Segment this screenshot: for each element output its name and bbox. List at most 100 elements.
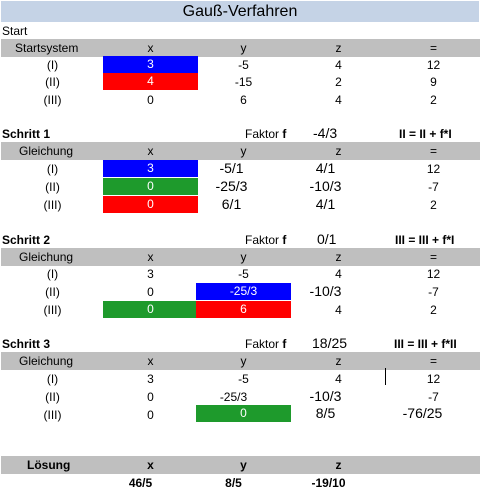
cell: 12 [426, 267, 441, 281]
cell: -15 [234, 75, 253, 89]
cell: 4/1 [315, 160, 336, 176]
step1-label: Schritt 1 [2, 127, 51, 141]
cell-highlight-green[interactable]: 0 [103, 178, 198, 195]
cell: -10/3 [309, 388, 342, 404]
header-eq: = [429, 354, 437, 368]
row-label: (II) [45, 285, 60, 299]
cell-highlight-red[interactable]: 0 [103, 196, 198, 213]
cell: -76/25 [402, 405, 443, 421]
solution-header-x: x [147, 458, 154, 472]
step1-factor-value: -4/3 [313, 125, 338, 141]
cell: 4 [335, 93, 342, 107]
solution-header-z: z [335, 458, 342, 472]
row-label: (I) [46, 372, 59, 386]
row-label: (III) [43, 93, 62, 107]
cell: 0 [147, 408, 154, 422]
row-label: (I) [46, 58, 59, 72]
cell-highlight-green[interactable]: 0 [196, 405, 291, 422]
cell-highlight-blue[interactable]: -25/3 [196, 283, 291, 300]
start-header-label: Startsystem [15, 41, 79, 55]
solution-label: Lösung [27, 458, 71, 472]
cell: 4 [335, 58, 342, 72]
header-y: y [240, 354, 247, 368]
solution-header-row [1, 456, 480, 474]
page-title: Gauß-Verfahren [1, 1, 479, 22]
step1-header-label: Gleichung [19, 144, 74, 158]
start-header-row [1, 39, 480, 57]
row-label: (I) [46, 162, 59, 176]
header-y: y [240, 250, 247, 264]
text-cursor [385, 368, 386, 385]
row-label: (III) [43, 303, 62, 317]
row-label: (II) [45, 390, 60, 404]
cell: 2 [335, 75, 342, 89]
header-z: z [335, 144, 342, 158]
step3-factor-label: Faktor f [245, 337, 287, 351]
step1-factor-label: Faktor f [245, 127, 287, 141]
step1-rule: II = II + f*I [399, 127, 452, 141]
header-z: z [335, 354, 342, 368]
cell: -10/3 [309, 283, 342, 299]
cell-highlight-red[interactable]: 4 [103, 73, 198, 90]
cell-highlight-blue[interactable]: 3 [103, 56, 198, 73]
header-z: z [335, 250, 342, 264]
cell: -5/1 [219, 160, 244, 176]
header-z: z [335, 41, 342, 55]
cell: -5 [238, 267, 249, 281]
cell: 4/1 [315, 196, 336, 212]
header-y: y [240, 41, 247, 55]
cell-highlight-red[interactable]: 6 [196, 301, 291, 318]
step2-header-label: Gleichung [19, 250, 74, 264]
cell: -5 [238, 58, 249, 72]
cell: -7 [428, 180, 439, 194]
cell: 0 [147, 285, 154, 299]
cell: 2 [430, 93, 437, 107]
header-x: x [147, 250, 154, 264]
cell: 12 [426, 162, 441, 176]
cell: 2 [430, 198, 437, 212]
cell: -25/3 [219, 390, 248, 404]
header-eq: = [429, 250, 437, 264]
cell: 4 [335, 372, 342, 386]
step3-label: Schritt 3 [2, 337, 51, 351]
step2-factor-value: 0/1 [317, 231, 337, 247]
cell: -7 [428, 285, 439, 299]
cell: 0 [147, 93, 154, 107]
cell-highlight-blue[interactable]: 3 [103, 160, 198, 177]
header-x: x [147, 354, 154, 368]
cell: 9 [430, 75, 437, 89]
solution-y: 8/5 [225, 476, 242, 490]
header-eq: = [429, 144, 437, 158]
step2-factor-label: Faktor f [245, 233, 287, 247]
start-label: Start [2, 24, 28, 38]
step3-factor-value: 18/25 [312, 335, 348, 351]
step3-header-row [1, 352, 480, 370]
header-y: y [240, 144, 247, 158]
cell: 2 [430, 303, 437, 317]
cell-highlight-green[interactable]: 0 [103, 301, 198, 318]
step3-header-label: Gleichung [19, 354, 74, 368]
cell: -7 [428, 390, 439, 404]
cell: -25/3 [215, 178, 248, 194]
cell: -10/3 [309, 178, 342, 194]
step2-rule: III = III + f*I [395, 233, 455, 247]
row-label: (III) [43, 198, 62, 212]
step1-header-row [1, 142, 480, 160]
row-label: (II) [45, 180, 60, 194]
cell: 0 [147, 390, 154, 404]
solution-z: -19/10 [311, 476, 346, 490]
cell: 12 [426, 372, 441, 386]
solution-x: 46/5 [128, 476, 153, 490]
cell: 6/1 [221, 196, 242, 212]
row-label: (II) [45, 75, 60, 89]
row-label: (I) [46, 267, 59, 281]
cell: 4 [335, 303, 342, 317]
header-x: x [147, 41, 154, 55]
step2-header-row [1, 248, 480, 266]
cell: 8/5 [315, 405, 336, 421]
cell: 12 [426, 58, 441, 72]
solution-header-y: y [240, 458, 247, 472]
header-x: x [147, 144, 154, 158]
cell: -5 [238, 372, 249, 386]
cell: 3 [147, 372, 154, 386]
